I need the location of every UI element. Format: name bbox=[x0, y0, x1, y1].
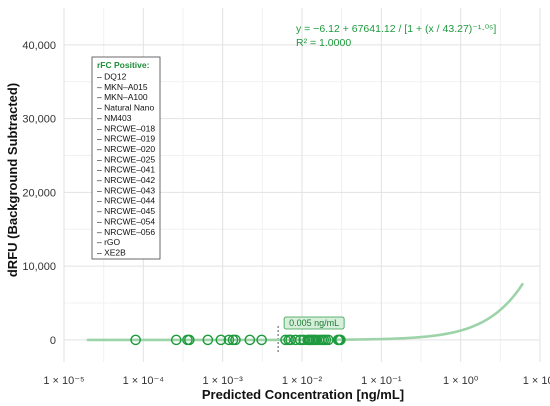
lod-label-box bbox=[283, 316, 345, 330]
y-tick-label: 40,000 bbox=[22, 40, 56, 52]
data-point bbox=[310, 334, 322, 346]
data-point bbox=[184, 334, 195, 346]
r-squared: R² = 1.0000 bbox=[296, 37, 351, 49]
legend-items: – DQ12– MKN–A015– MKN–A100– Natural Nano… bbox=[97, 72, 155, 258]
x-tick-label: 1 × 10⁻² bbox=[282, 375, 323, 387]
lod-label: 0.005 ng/mL bbox=[289, 318, 339, 328]
x-axis-title: Predicted Concentration [ng/mL] bbox=[202, 387, 404, 402]
legend-item: – NRCWE–020 bbox=[97, 144, 155, 154]
legend-item: – NRCWE–041 bbox=[97, 165, 155, 175]
data-points bbox=[130, 334, 346, 346]
y-axis-title: dRFU (Background Subtracted) bbox=[5, 83, 20, 277]
data-point bbox=[130, 334, 141, 346]
x-tick-label: 1 × 10⁻¹ bbox=[361, 375, 402, 387]
data-point bbox=[256, 334, 267, 346]
data-point bbox=[215, 334, 227, 346]
data-point bbox=[170, 334, 182, 346]
y-tick-label: 0 bbox=[50, 335, 56, 347]
x-tick-label: 1 × 10⁻⁴ bbox=[123, 375, 165, 387]
legend-item: – rGO bbox=[97, 237, 121, 247]
legend-item: – DQ12 bbox=[97, 72, 127, 82]
y-tick-label: 20,000 bbox=[22, 187, 56, 199]
legend-item: – NRCWE–025 bbox=[97, 154, 155, 164]
x-tick-label: 1 × 10⁰ bbox=[443, 375, 479, 387]
x-axis-ticks: 1 × 10⁻⁵ 1 × 10⁻⁴ 1 × 10⁻³ 1 × 10⁻² 1 × 10⁻¹… bbox=[43, 375, 550, 387]
fit-equation: y = −6.12 + 67641.12 / [1 + (x / 43.27)⁻… bbox=[296, 23, 496, 35]
legend: rFC Positive: – DQ12– MKN–A015– MKN–A100… bbox=[91, 56, 161, 260]
y-tick-label: 10,000 bbox=[22, 261, 56, 273]
data-point bbox=[202, 334, 214, 346]
legend-title: rFC Positive: bbox=[97, 60, 150, 70]
data-point bbox=[223, 334, 235, 346]
legend-item: – NRCWE–043 bbox=[97, 185, 155, 195]
legend-item: – XE2B bbox=[97, 247, 126, 257]
data-point bbox=[280, 334, 291, 346]
data-point bbox=[335, 334, 346, 346]
legend-item: – MKN–A100 bbox=[97, 92, 148, 102]
data-point bbox=[230, 334, 241, 346]
legend-box bbox=[91, 56, 161, 260]
legend-item: – NRCWE–018 bbox=[97, 123, 155, 133]
y-tick-label: 30,000 bbox=[22, 114, 56, 126]
y-axis-ticks: 0 10,000 20,000 30,000 40,000 bbox=[22, 40, 56, 347]
legend-item: – MKN–A015 bbox=[97, 82, 148, 92]
legend-item: – NRCWE–056 bbox=[97, 227, 155, 237]
x-tick-label: 1 × 10⁻³ bbox=[202, 375, 243, 387]
legend-item: – NRCWE–044 bbox=[97, 196, 155, 206]
legend-item: – Natural Nano bbox=[97, 103, 154, 113]
legend-item: – NM403 bbox=[97, 113, 132, 123]
legend-item: – NRCWE–019 bbox=[97, 134, 155, 144]
x-tick-label: 1 × 10⁻⁵ bbox=[43, 375, 84, 387]
legend-item: – NRCWE–042 bbox=[97, 175, 155, 185]
x-tick-label: 1 × 10¹ bbox=[523, 375, 550, 387]
lod-annotation: 0.005 ng/mL bbox=[277, 316, 345, 354]
fit-curve bbox=[86, 282, 524, 342]
data-point bbox=[244, 334, 256, 346]
data-point bbox=[290, 334, 301, 346]
legend-item: – NRCWE–054 bbox=[97, 216, 155, 226]
legend-item: – NRCWE–045 bbox=[97, 206, 155, 216]
